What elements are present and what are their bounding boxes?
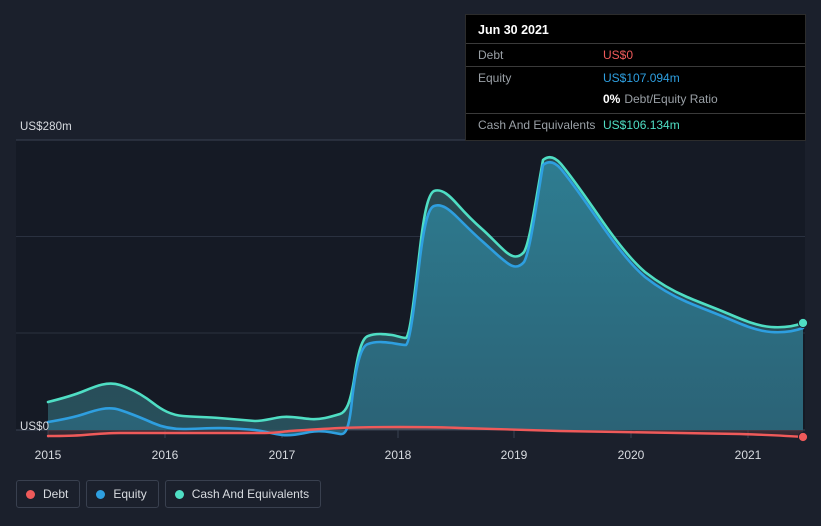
tooltip-ratio-label: Debt/Equity Ratio (624, 92, 718, 106)
chart-svg (16, 139, 809, 443)
legend-label-cash: Cash And Equivalents (191, 487, 310, 501)
y-axis-bottom-label: US$0 (20, 421, 50, 433)
debt-endpoint-marker (797, 431, 809, 443)
chart-legend: Debt Equity Cash And Equivalents (16, 480, 322, 508)
equity-line (46, 160, 805, 437)
legend-dot-cash-icon (174, 489, 184, 499)
y-axis-top-label: US$280m (20, 121, 72, 133)
tooltip-equity-label: Equity (478, 71, 512, 85)
tooltip-row-equity: Equity US$107.094m (466, 66, 805, 89)
x-tick-2015: 2015 (34, 448, 62, 462)
x-tick-2020: 2020 (617, 448, 645, 462)
legend-label-equity: Equity (113, 487, 147, 501)
legend-item-cash[interactable]: Cash And Equivalents (164, 480, 322, 508)
x-tick-2021: 2021 (734, 448, 762, 462)
x-tick-2019: 2019 (500, 448, 528, 462)
tooltip-date: Jun 30 2021 (478, 23, 549, 37)
tooltip-row-debt: Debt US$0 (466, 43, 805, 66)
legend-item-equity[interactable]: Equity (86, 480, 159, 508)
legend-dot-equity-icon (96, 489, 106, 499)
legend-item-debt[interactable]: Debt (16, 480, 81, 508)
chart-plot-area[interactable]: US$280m US$0 2015 2016 2017 2018 2019 20… (0, 0, 821, 470)
chart-tooltip: Jun 30 2021 Debt US$0 Equity US$107.094m… (465, 14, 806, 141)
cash-endpoint-marker (797, 317, 809, 329)
tooltip-ratio-value: 0% (603, 92, 621, 106)
legend-dot-debt-icon (26, 489, 35, 499)
debt-line (46, 425, 805, 439)
legend-label-debt: Debt (43, 487, 69, 501)
tooltip-equity-value: US$107.094m (603, 71, 680, 85)
x-tick-2018: 2018 (384, 448, 412, 462)
tooltip-cash-label: Cash And Equivalents (478, 118, 596, 132)
tooltip-row-cash: Cash And Equivalents US$106.134m (466, 113, 805, 136)
x-tick-2017: 2017 (268, 448, 296, 462)
tooltip-debt-label: Debt (478, 48, 504, 62)
tooltip-row-ratio: 0% Debt/Equity Ratio (466, 89, 805, 113)
tooltip-cash-value: US$106.134m (603, 118, 680, 132)
equity-area (48, 162, 803, 436)
tooltip-ratio-group: 0% Debt/Equity Ratio (603, 90, 718, 108)
x-tick-2016: 2016 (151, 448, 179, 462)
tooltip-debt-value: US$0 (603, 48, 634, 62)
